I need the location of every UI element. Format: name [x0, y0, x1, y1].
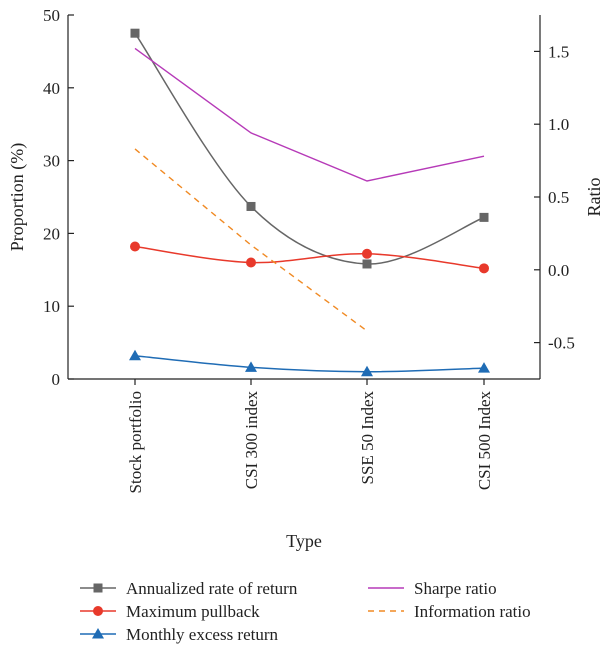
left-axis-title: Proportion (%) [7, 143, 28, 251]
left-tick-label: 10 [43, 297, 60, 316]
x-tick-label: CSI 300 index [242, 391, 261, 490]
data-point [479, 212, 489, 222]
legend-label: Information ratio [414, 602, 531, 621]
data-point [362, 259, 372, 269]
legend-item-information-ratio: Information ratio [368, 602, 531, 621]
data-point [245, 361, 257, 372]
left-tick-label: 40 [43, 79, 60, 98]
right-tick-label: 1.5 [548, 42, 569, 61]
legend-item-sharpe-ratio: Sharpe ratio [368, 579, 497, 598]
data-point [361, 365, 373, 377]
left-tick-label: 20 [43, 224, 60, 243]
series-line [134, 148, 368, 332]
series-annualized-rate-of-return [130, 28, 489, 269]
series-line [134, 245, 485, 270]
legend-item-annualized-rate-of-return: Annualized rate of return [80, 579, 298, 598]
data-point [129, 349, 141, 361]
legend-marker [93, 606, 103, 616]
series-line [134, 32, 485, 265]
x-tick-label: Stock portfolio [126, 391, 145, 493]
legend-label: Sharpe ratio [414, 579, 497, 598]
series-sharpe-ratio [134, 47, 485, 182]
series-layer [129, 28, 490, 377]
legend-item-maximum-pullback: Maximum pullback [80, 602, 260, 621]
x-tick-label: SSE 50 Index [358, 391, 377, 485]
axes: 0 10 20 30 40 50 -0.5 0.0 0.5 1.0 1.5 Stock portfol… [7, 6, 604, 551]
data-point [130, 241, 140, 252]
series-line [134, 47, 485, 182]
legend-marker [92, 628, 104, 639]
left-tick-label: 30 [43, 152, 60, 171]
data-point [479, 263, 489, 274]
data-point [362, 248, 372, 259]
legend-label: Maximum pullback [126, 602, 260, 621]
legend-label: Monthly excess return [126, 625, 279, 644]
data-point [130, 28, 140, 38]
series-maximum-pullback [130, 241, 489, 274]
right-tick-label: 1.0 [548, 115, 569, 134]
left-tick-label: 0 [52, 370, 61, 389]
series-information-ratio [134, 148, 368, 332]
right-axis-title: Ratio [584, 178, 604, 217]
x-axis-title: Type [286, 531, 322, 551]
series-monthly-excess-return [129, 349, 490, 377]
right-tick-label: 0.5 [548, 188, 569, 207]
legend-marker [93, 583, 103, 593]
data-point [246, 257, 256, 268]
right-tick-label: 0.0 [548, 261, 569, 280]
data-point [246, 201, 256, 211]
legend-item-monthly-excess-return: Monthly excess return [80, 625, 279, 644]
series-line [134, 354, 485, 373]
data-point [478, 362, 490, 373]
x-tick-label: CSI 500 Index [475, 391, 494, 491]
legend-label: Annualized rate of return [126, 579, 298, 598]
right-tick-label: -0.5 [548, 334, 575, 353]
legend: Annualized rate of return Maximum pullbac… [80, 579, 531, 644]
left-tick-label: 50 [43, 6, 60, 25]
